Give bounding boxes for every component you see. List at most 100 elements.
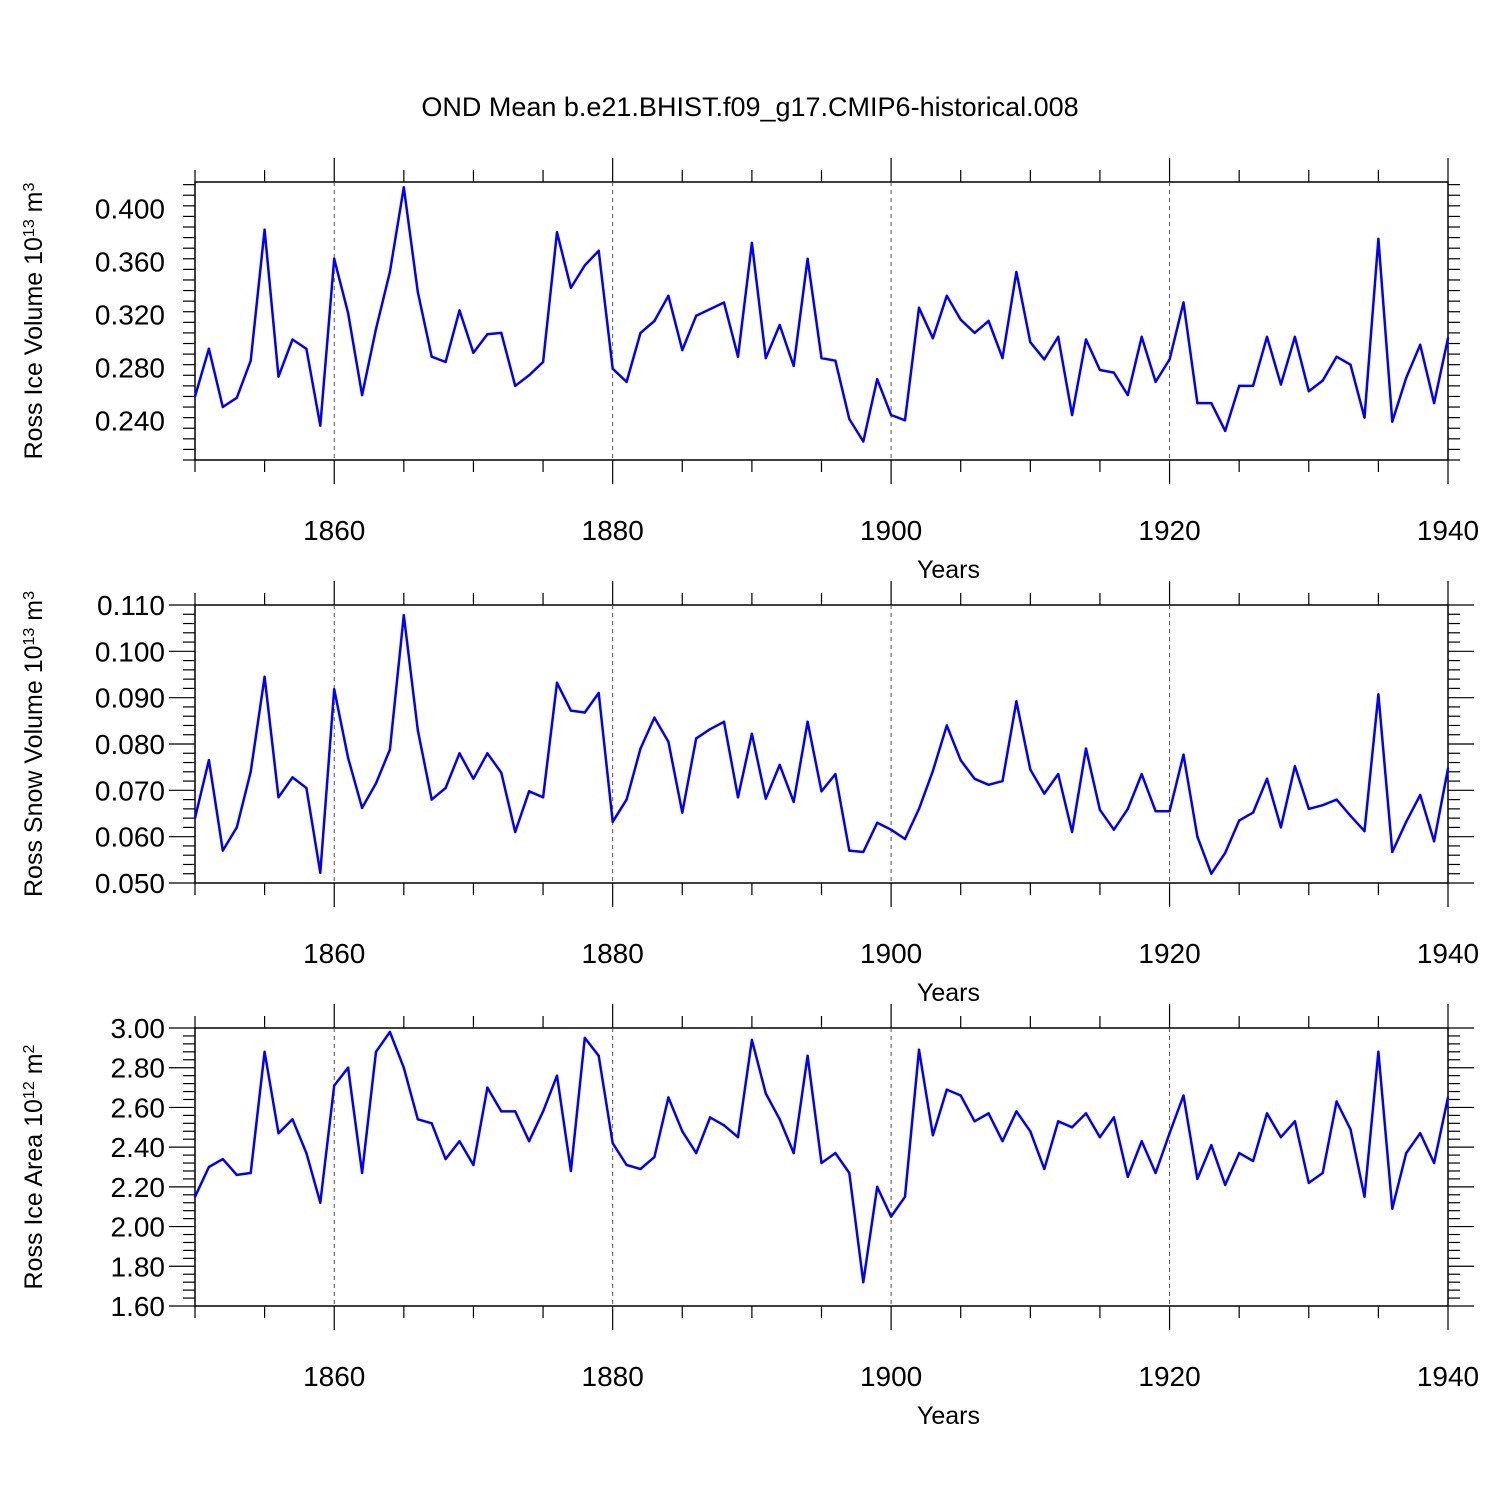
data-point [235, 396, 238, 399]
data-point [193, 816, 197, 820]
data-point [472, 351, 475, 354]
data-point [695, 1151, 698, 1155]
data-point [291, 776, 294, 779]
data-point [875, 821, 879, 824]
x-tick-label: 1920 [1138, 1361, 1200, 1392]
data-point [1098, 368, 1102, 372]
data-point [583, 711, 587, 714]
data-point [1196, 401, 1199, 405]
data-point [514, 830, 517, 834]
data-point [1251, 384, 1255, 388]
data-point [1029, 768, 1032, 771]
data-point [249, 770, 252, 773]
x-tick-label: 1860 [303, 515, 365, 546]
data-point [1112, 828, 1116, 831]
series-line-ross-ice-area [193, 1030, 1450, 1284]
data-point [1405, 820, 1408, 824]
data-point [1377, 1050, 1380, 1054]
x-tick-label: 1880 [582, 1361, 644, 1392]
plot-frame [194, 181, 1449, 461]
data-point [931, 769, 935, 773]
data-point [987, 783, 990, 786]
data-point [973, 331, 976, 335]
data-point [1015, 700, 1018, 703]
data-point [653, 716, 656, 719]
data-point [848, 417, 851, 421]
data-point [1391, 850, 1394, 854]
data-point [346, 311, 350, 315]
data-point [778, 323, 781, 327]
data-point [527, 790, 531, 793]
data-point [1432, 401, 1436, 405]
data-point [1349, 1128, 1352, 1131]
x-tick-label: 1900 [860, 515, 922, 546]
data-point [1015, 270, 1018, 274]
data-point [973, 1120, 976, 1123]
data-point [569, 286, 573, 290]
data-point [472, 1163, 475, 1167]
data-point [722, 1124, 726, 1127]
data-point [333, 688, 336, 691]
data-point [1182, 1094, 1185, 1097]
data-point [1224, 429, 1227, 433]
data-point [722, 301, 726, 304]
data-point [221, 849, 225, 852]
y-axis-label: Ross Ice Area 1012 m2 [20, 1044, 48, 1289]
data-point [597, 691, 600, 695]
data-point [750, 1038, 754, 1042]
data-point [653, 319, 656, 323]
x-tick-label: 1880 [582, 515, 644, 546]
data-point [402, 613, 406, 617]
data-point [625, 380, 628, 384]
data-point [1154, 380, 1157, 384]
data-point [1251, 811, 1255, 814]
data-point [1126, 1175, 1129, 1179]
data-point [1335, 798, 1338, 801]
data-point [1210, 872, 1213, 875]
y-tick-label: 0.240 [95, 405, 165, 436]
x-tick-label: 1920 [1138, 938, 1200, 969]
data-point [1335, 355, 1338, 358]
data-point [973, 777, 976, 780]
data-point [319, 871, 322, 875]
data-point [402, 1066, 406, 1069]
x-tick-label: 1880 [582, 938, 644, 969]
data-point [1084, 1112, 1088, 1115]
data-point [207, 759, 211, 762]
x-tick-label: 1900 [860, 938, 922, 969]
x-tick-label: 1940 [1417, 1361, 1479, 1392]
data-point [889, 828, 893, 831]
data-point [1237, 1151, 1241, 1155]
data-point [527, 1139, 531, 1143]
data-point [903, 419, 907, 422]
data-point [1391, 420, 1394, 423]
plot-frame [194, 1027, 1449, 1307]
data-point [263, 228, 266, 231]
data-point [500, 771, 503, 774]
data-point [945, 724, 948, 727]
data-point [444, 786, 447, 790]
data-point [1446, 1096, 1450, 1099]
data-point [444, 1157, 447, 1161]
data-point [541, 796, 545, 799]
data-point [249, 359, 252, 362]
data-point [346, 756, 350, 760]
y-tick-label: 2.40 [111, 1132, 166, 1163]
data-point [360, 393, 364, 397]
data-point [1196, 835, 1199, 838]
data-point [388, 270, 392, 274]
data-point [444, 360, 447, 364]
data-point [778, 763, 781, 767]
data-point [1182, 753, 1185, 756]
data-point [959, 759, 962, 762]
data-point [263, 1050, 266, 1054]
data-point [1029, 1130, 1032, 1133]
y-tick-label: 0.090 [95, 683, 165, 714]
data-point [1432, 1161, 1436, 1165]
data-point [500, 1110, 503, 1113]
data-point [1405, 376, 1408, 380]
data-point [917, 1048, 921, 1052]
data-point [1182, 301, 1185, 304]
data-point [263, 675, 266, 679]
